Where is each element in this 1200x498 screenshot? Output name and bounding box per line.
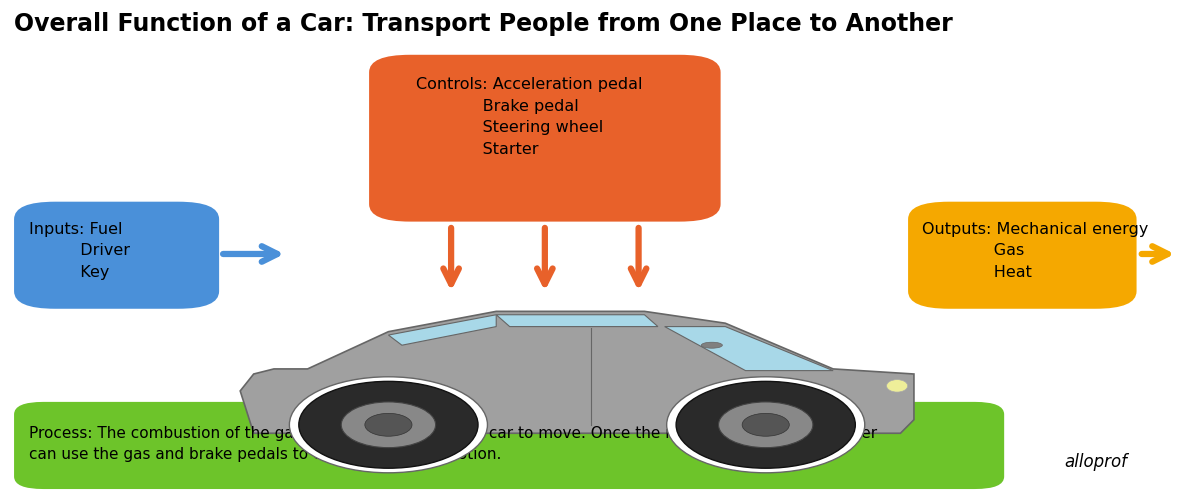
Text: alloprof: alloprof: [1064, 453, 1127, 471]
Ellipse shape: [701, 342, 722, 348]
Ellipse shape: [676, 381, 856, 468]
Ellipse shape: [299, 381, 478, 468]
Ellipse shape: [341, 402, 436, 448]
Ellipse shape: [365, 413, 412, 436]
Polygon shape: [497, 315, 658, 327]
Ellipse shape: [289, 377, 487, 473]
Polygon shape: [665, 327, 833, 371]
Polygon shape: [389, 315, 497, 345]
Ellipse shape: [667, 377, 865, 473]
FancyBboxPatch shape: [908, 202, 1136, 309]
Text: Inputs: Fuel
          Driver
          Key: Inputs: Fuel Driver Key: [29, 222, 131, 280]
Text: Overall Function of a Car: Transport People from One Place to Another: Overall Function of a Car: Transport Peo…: [14, 12, 953, 36]
FancyBboxPatch shape: [370, 55, 721, 222]
Ellipse shape: [742, 413, 790, 436]
FancyBboxPatch shape: [14, 202, 220, 309]
Text: Controls: Acceleration pedal
             Brake pedal
             Steering whee: Controls: Acceleration pedal Brake pedal…: [416, 77, 642, 157]
Polygon shape: [240, 311, 914, 433]
Ellipse shape: [719, 402, 812, 448]
Text: Process: The combustion of the gas in the motor allows the car to move. Once the: Process: The combustion of the gas in th…: [29, 426, 877, 462]
Text: Outputs: Mechanical energy
              Gas
              Heat: Outputs: Mechanical energy Gas Heat: [922, 222, 1148, 280]
FancyBboxPatch shape: [14, 402, 1004, 489]
Ellipse shape: [887, 379, 907, 392]
